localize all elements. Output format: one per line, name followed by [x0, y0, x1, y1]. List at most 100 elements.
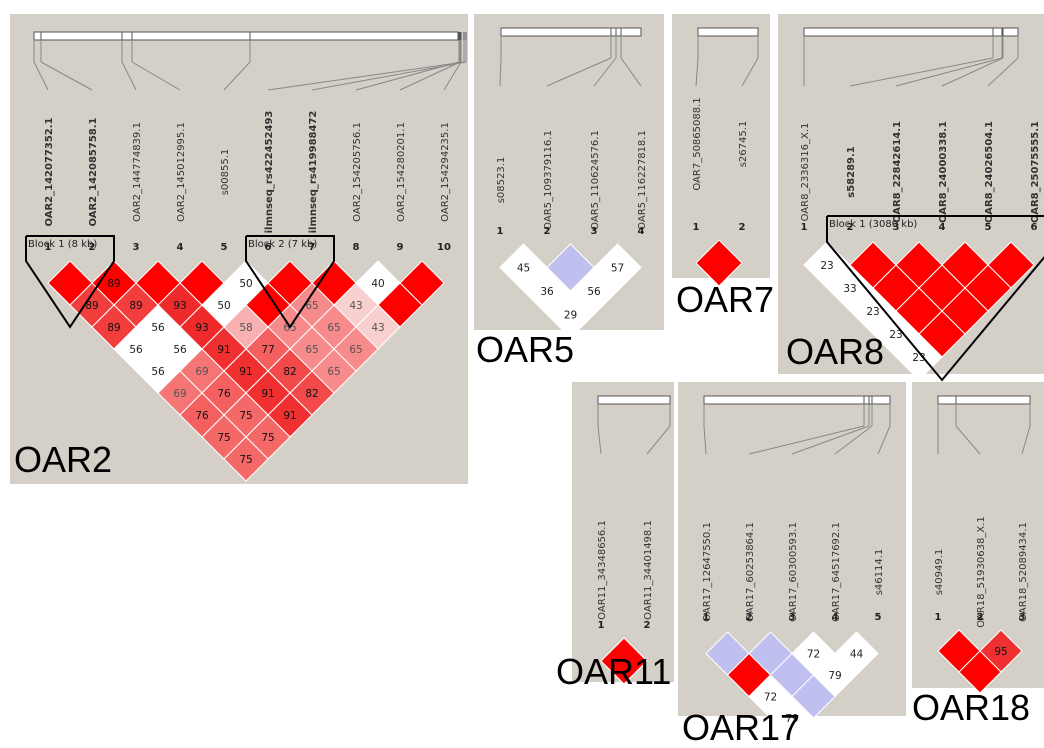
panel-label-oar5: OAR5 [476, 329, 575, 370]
marker-name: OAR5_109379116.1 [543, 130, 554, 230]
ld-value: 36 [540, 286, 554, 298]
marker-connector [791, 425, 870, 455]
ld-value: 91 [261, 388, 274, 400]
marker-index: 3 [591, 226, 598, 237]
chromosome-ruler [597, 395, 671, 405]
marker-name: OAR8_22842614.1 [892, 121, 903, 223]
ld-value: 50 [239, 278, 252, 290]
marker-name: s40949.1 [934, 549, 945, 596]
ld-plot-oar11: OAR11_34348656.11 OAR11_34401498.12 [597, 395, 671, 685]
panel-label-oar8: OAR8 [786, 331, 885, 372]
ld-cell [695, 239, 743, 287]
marker-index: 1 [935, 612, 942, 623]
marker-connector [741, 57, 759, 87]
marker-connector [987, 57, 1019, 87]
ld-value: 65 [305, 344, 318, 356]
chromosome-ruler [937, 395, 1031, 405]
ld-value: 72 [764, 692, 777, 704]
marker-connector [499, 57, 502, 87]
ld-plot-oar8: OAR8_2336316_X.11 s58289.1 2 OAR8_22842614.… [800, 27, 1044, 382]
marker-name: s26745.1 [738, 121, 749, 168]
haplotype-block-outline [826, 215, 1044, 382]
panel-label-oar7: OAR7 [676, 279, 775, 320]
marker-connector [593, 57, 617, 87]
panel-oar18: s40949.1 1 OAR18_51930638_X.1 2 OAR18_520894… [912, 382, 1044, 694]
ld-value: 44 [850, 649, 864, 661]
marker-name: OAR17_60300593.1 [788, 522, 799, 622]
ld-plot-oar2: OAR2_142077352.1 1 OAR2_142085758.1 2 OAR2_1… [25, 31, 467, 482]
ld-value: 56 [151, 366, 165, 378]
marker-index: 3 [133, 242, 140, 253]
marker-index: 7 [309, 242, 316, 253]
ld-value: 43 [371, 322, 384, 334]
marker-name: OAR2_154294235.1 [440, 122, 451, 222]
marker-index: 1 [801, 222, 808, 233]
ld-plot-oar5: s08523.1 1 OAR5_109379116.12 OAR5_110624576… [496, 27, 648, 339]
marker-index: 10 [437, 242, 451, 253]
panel-label-oar2: OAR2 [14, 439, 113, 480]
panel-label-oar11: OAR11 [556, 651, 672, 692]
ld-value: 33 [843, 283, 856, 295]
ld-value: 91 [239, 366, 252, 378]
marker-index: 4 [177, 242, 184, 253]
marker-connector [941, 57, 1004, 87]
marker-name: OAR11_34401498.1 [643, 520, 654, 620]
ld-value: 82 [283, 366, 296, 378]
ld-value: 56 [173, 344, 187, 356]
ld-value: 65 [327, 322, 340, 334]
marker-index: 3 [789, 612, 796, 623]
marker-name: OAR11_34348656.1 [597, 520, 608, 620]
ld-value: 65 [327, 366, 340, 378]
marker-connector [267, 61, 465, 91]
marker-connector [355, 61, 460, 91]
marker-connector [399, 61, 461, 91]
ld-plot-oar18: s40949.1 1 OAR18_51930638_X.12 OAR18_520894… [934, 395, 1031, 694]
marker-name: s08523.1 [496, 157, 507, 204]
ld-cell [600, 637, 648, 685]
ld-value: 23 [820, 260, 833, 272]
panel-label-oar18: OAR18 [912, 687, 1031, 728]
marker-name: OAR5_116227818.1 [637, 130, 648, 230]
marker-connector [33, 61, 49, 91]
haplotype-block-outline [245, 235, 335, 329]
ld-value: 91 [283, 410, 296, 422]
panel-oar5: s08523.1 1 OAR5_109379116.1 2 OAR5_110624576… [474, 14, 664, 339]
marker-index: 1 [598, 620, 605, 631]
marker-connector [748, 425, 865, 455]
marker-name: OAR17_60253864.1 [745, 522, 756, 622]
marker-name: ilmnseq_rs422452493 [264, 111, 275, 234]
ld-cell [958, 650, 1002, 694]
panel-oar11: OAR11_34348656.1 1 OAR11_34401498.1 2 [572, 382, 674, 685]
marker-index: 4 [638, 226, 645, 237]
marker-connector [546, 57, 612, 87]
marker-name: OAR8_24000338.1 [938, 121, 949, 223]
haplotype-block-outline [25, 235, 115, 329]
ld-plot-oar17: OAR17_12647550.11 OAR17_60253864.12 OAR17_… [702, 395, 891, 741]
marker-connector [695, 57, 699, 87]
marker-connector [895, 57, 1003, 87]
marker-index: 5 [875, 612, 882, 623]
ld-value: 75 [239, 454, 252, 466]
marker-index: 2 [644, 620, 651, 631]
ld-value: 69 [195, 366, 208, 378]
marker-connector [834, 425, 873, 455]
ld-value: 72 [807, 649, 820, 661]
marker-index: 9 [397, 242, 404, 253]
ld-value: 50 [217, 300, 230, 312]
marker-index: 2 [847, 222, 854, 233]
marker-index: 1 [497, 226, 504, 237]
marker-name: OAR18_52089434.1 [1018, 522, 1029, 622]
marker-name: s46114.1 [874, 549, 885, 596]
ld-value: 76 [195, 410, 209, 422]
marker-name: OAR2_145012995.1 [176, 122, 187, 222]
ld-value: 89 [107, 278, 120, 290]
haplotype-block-label: Block 2 (7 kb) [248, 239, 317, 250]
haplotype-block-label: Block 1 (8 kb) [28, 239, 97, 250]
marker-name: OAR7_50865088.1 [692, 97, 703, 190]
ld-value: 75 [261, 432, 274, 444]
ld-value: 93 [195, 322, 208, 334]
marker-name: s58289.1 [846, 146, 857, 198]
ld-cell [895, 333, 943, 381]
marker-index: 2 [739, 222, 746, 233]
ld-value: 43 [349, 300, 362, 312]
